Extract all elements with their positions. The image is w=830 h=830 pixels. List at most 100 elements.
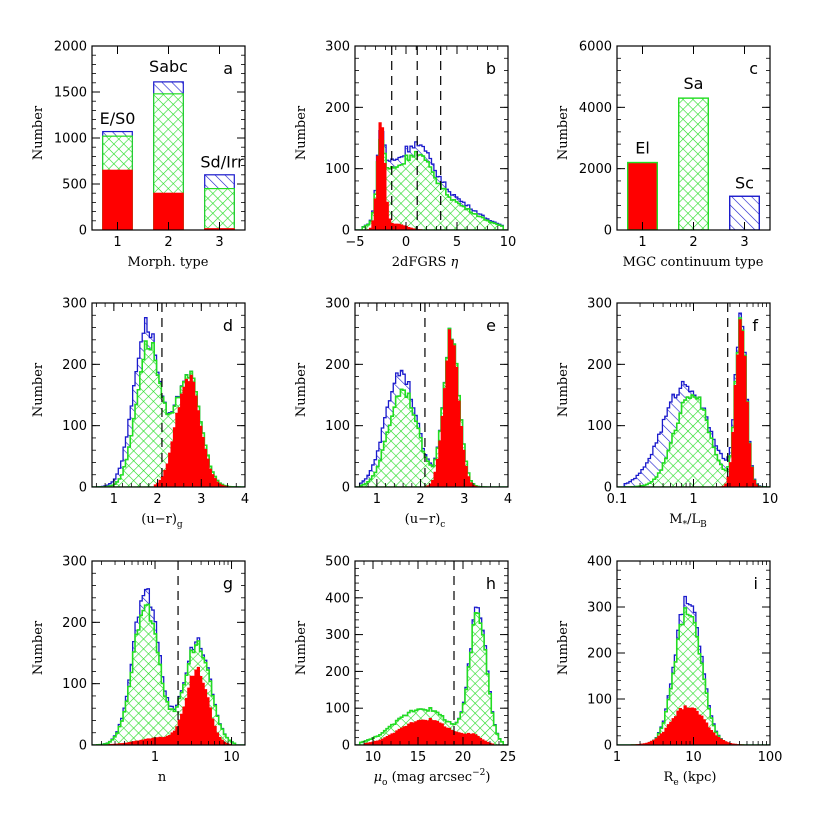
panel-letter-h: h: [486, 574, 496, 593]
xtick-label-d: 1: [110, 492, 118, 507]
xtick-label-c: 1: [638, 235, 646, 250]
ytick-label-g: 200: [62, 616, 87, 631]
bar-green-2: [678, 97, 709, 230]
ytick-label-b: 0: [342, 224, 350, 239]
ytick-label-a: 2000: [54, 40, 87, 55]
ytick-label-b: 200: [325, 101, 350, 116]
xtick-label-e: 1: [373, 492, 381, 507]
hist-green-h: [355, 611, 508, 745]
xlabel-e-text: (u−r): [405, 512, 441, 527]
ytick-label-b: 300: [325, 40, 350, 55]
ytick-label-b: 100: [325, 162, 350, 177]
ytick-label-d: 300: [62, 297, 87, 312]
ytick-label-h: 400: [325, 591, 350, 606]
xlabel-i-sub: e: [673, 778, 678, 788]
xlabel-h-mu: μ: [374, 770, 382, 785]
ytick-label-c: 6000: [579, 40, 612, 55]
ytick-label-g: 300: [62, 555, 87, 570]
hist-red-h: [355, 717, 508, 745]
panel-letter-f: f: [752, 316, 758, 335]
ylabel-d: Number: [31, 362, 46, 417]
plot-area-b: [355, 46, 508, 230]
annotation-a-1: E/S0: [100, 109, 136, 128]
xtick-label-i: 100: [758, 750, 783, 765]
annotation-c-3: Sc: [735, 174, 754, 193]
xtick-label-b: 0: [402, 235, 410, 250]
ytick-label-e: 100: [325, 419, 350, 434]
xlabel-f-m: M: [669, 512, 682, 527]
xtick-label-g: 1: [151, 750, 159, 765]
ylabel-c: Number: [556, 105, 571, 160]
bar-red-1: [102, 169, 133, 230]
plot-area-c: [627, 97, 760, 230]
plot-area-a: [102, 81, 235, 230]
panel-a: E/S0 Sabc Sd/Irr 0 500 1000 1500 2000 1 2 3 a: [54, 40, 246, 250]
xtick-label-d: 4: [241, 492, 249, 507]
panel-f: 0 100 200 300 0.1 1 10 f: [587, 297, 778, 508]
xlabel-i: Re (kpc): [664, 770, 717, 788]
xtick-label-b: 10: [500, 235, 517, 250]
plot-area-h: [355, 561, 508, 745]
ytick-label-i: 200: [587, 647, 612, 662]
ytick-label-c: 0: [604, 224, 612, 239]
ytick-label-i: 400: [587, 555, 612, 570]
ytick-label-h: 200: [325, 665, 350, 680]
xlabel-d-sub: g: [177, 520, 183, 530]
xtick-label-g: 10: [223, 750, 240, 765]
panel-letter-b: b: [486, 59, 496, 78]
panel-g: 0 100 200 300 1 10 g: [62, 555, 246, 765]
ytick-label-c: 2000: [579, 162, 612, 177]
hist-red-g: [92, 666, 245, 745]
ytick-label-d: 100: [62, 419, 87, 434]
xtick-label-h: 10: [365, 750, 382, 765]
xtick-label-c: 3: [740, 235, 748, 250]
frame-d: [91, 302, 246, 488]
ytick-label-h: 100: [325, 702, 350, 717]
ytick-label-g: 100: [62, 677, 87, 692]
ylabel-a: Number: [31, 105, 46, 160]
xtick-label-d: 2: [153, 492, 161, 507]
hist-blue-e: [355, 327, 508, 487]
ytick-label-f: 100: [587, 419, 612, 434]
annotation-c-2: Sa: [684, 74, 704, 93]
panel-h: 0 100 200 300 400 500 10 15 20 25 h: [325, 555, 516, 766]
plot-area-e: [355, 303, 508, 487]
panel-letter-a: a: [223, 59, 233, 78]
xtick-label-f: 1: [689, 492, 697, 507]
panel-e: 0 100 200 300 1 2 3 4 e: [325, 297, 512, 508]
xlabel-e-sub: c: [440, 520, 445, 530]
ytick-label-e: 0: [342, 481, 350, 496]
xlabel-f: M*/LB: [669, 512, 707, 530]
ytick-label-c: 4000: [579, 101, 612, 116]
xlabel-f-star: *: [683, 520, 688, 530]
xtick-label-i: 10: [685, 750, 702, 765]
xtick-label-d: 3: [197, 492, 205, 507]
hist-red-b: [355, 122, 508, 230]
annotation-c-1: El: [635, 138, 650, 157]
xlabel-h-text: (mag arcsec: [387, 770, 472, 785]
ytick-label-g: 0: [79, 739, 87, 754]
xtick-label-e: 4: [504, 492, 512, 507]
plot-area-f: [617, 303, 770, 487]
xtick-label-h: 15: [410, 750, 427, 765]
xlabel-h-sup: −2: [472, 768, 485, 778]
xlabel-a: Morph. type: [128, 255, 209, 270]
xlabel-d: (u−r)g: [141, 512, 183, 530]
ytick-label-e: 300: [325, 297, 350, 312]
ytick-label-h: 500: [325, 555, 350, 570]
xtick-label-a: 3: [215, 235, 223, 250]
panel-letter-d: d: [223, 316, 233, 335]
xtick-label-a: 2: [164, 235, 172, 250]
panel-letter-e: e: [486, 316, 496, 335]
ytick-label-i: 100: [587, 693, 612, 708]
xlabel-i-text: (kpc): [679, 770, 717, 785]
ytick-label-d: 200: [62, 358, 87, 373]
panel-letter-i: i: [754, 574, 758, 593]
xtick-label-c: 2: [689, 235, 697, 250]
plot-area-i: [617, 595, 770, 745]
bar-red-1: [627, 161, 658, 230]
ytick-label-h: 0: [342, 739, 350, 754]
ytick-label-a: 1500: [54, 86, 87, 101]
